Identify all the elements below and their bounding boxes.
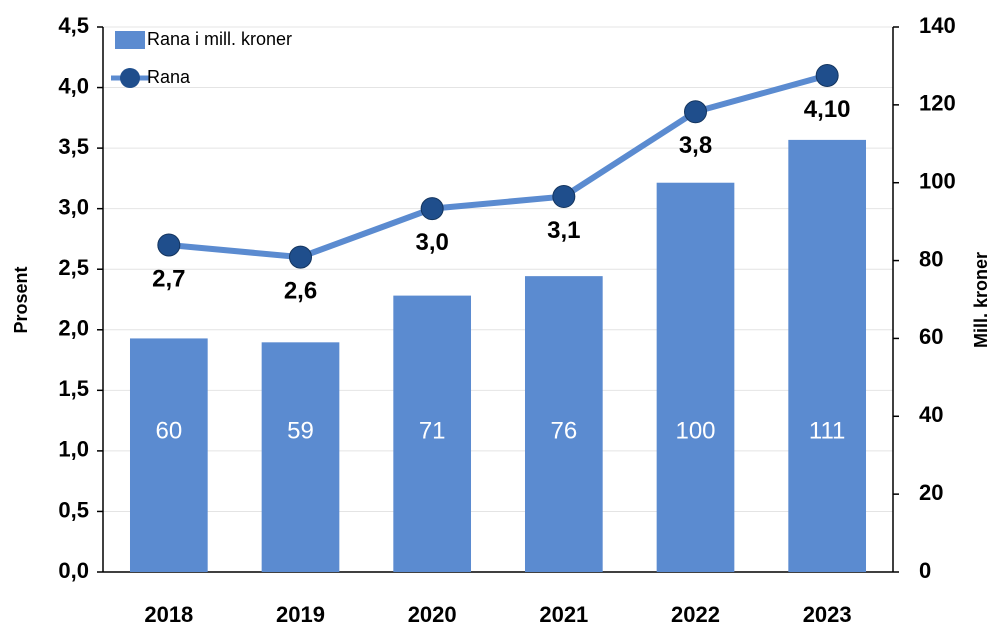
y-axis-title: Prosent [11,266,31,333]
legend-label: Rana i mill. kroner [147,29,292,49]
y-tick-label: 1,5 [58,376,89,401]
marker [684,100,707,124]
y2-tick-label: 0 [919,558,931,583]
x-tick-label: 2021 [539,602,588,627]
y2-tick-label: 100 [919,169,956,194]
data-label: 3,1 [547,217,580,244]
marker [289,245,312,269]
bar [524,276,603,572]
data-label: 2,7 [152,265,185,292]
bar-label: 100 [675,417,715,444]
bar-label: 59 [287,417,314,444]
y-tick-label: 2,0 [58,316,89,341]
bar [788,139,867,572]
bar [261,342,340,572]
legend-swatch [115,31,145,49]
data-label: 2,6 [284,277,317,304]
x-tick-label: 2023 [803,602,852,627]
bar-label: 60 [155,417,182,444]
marker [157,233,181,257]
marker [815,63,839,87]
y2-tick-label: 80 [919,246,943,271]
x-tick-label: 2022 [671,602,720,627]
y-tick-label: 4,0 [58,73,89,98]
bar [129,338,208,572]
y-tick-label: 0,5 [58,497,89,522]
bar [393,295,472,572]
marker [552,185,576,209]
data-label: 3,8 [679,132,712,159]
y2-tick-label: 40 [919,402,943,427]
y2-tick-label: 20 [919,480,943,505]
data-label: 4,10 [804,96,851,123]
legend-label: Rana [147,67,191,87]
y-tick-label: 0,0 [58,558,89,583]
y-tick-label: 3,5 [58,134,89,159]
bar-label: 76 [550,417,577,444]
legend-swatch [120,68,140,88]
bar [656,182,735,572]
marker [420,197,444,221]
bar-label: 71 [419,417,446,444]
data-label: 3,0 [415,229,448,256]
y2-tick-label: 120 [919,91,956,116]
x-tick-label: 2018 [144,602,193,627]
x-tick-label: 2020 [408,602,457,627]
y-tick-label: 3,0 [58,194,89,219]
y-tick-label: 2,5 [58,255,89,280]
y2-axis-title: Mill. kroner [971,252,991,348]
y-tick-label: 1,0 [58,437,89,462]
bar-label: 111 [809,417,845,444]
y-tick-label: 4,5 [58,13,89,38]
y2-tick-label: 140 [919,13,956,38]
y2-tick-label: 60 [919,324,943,349]
line [168,72,828,261]
x-tick-label: 2019 [276,602,325,627]
